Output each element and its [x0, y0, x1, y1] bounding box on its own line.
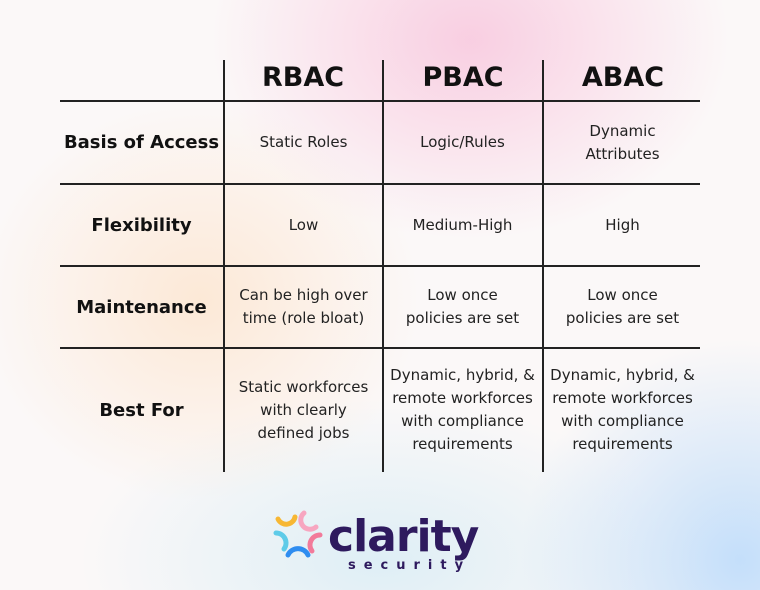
row-label: Maintenance [76, 296, 207, 318]
column-header-rbac: RBAC [261, 62, 345, 93]
svg-text:security: security [348, 558, 471, 573]
table-cell: Dynamic Attributes [585, 121, 660, 163]
table-cell: Logic/Rules [420, 133, 505, 151]
table-cell: Low once policies are set [565, 286, 680, 327]
column-header-pbac: PBAC [422, 62, 504, 93]
column-header-abac: ABAC [581, 62, 665, 93]
row-label: Basis of Access [63, 132, 220, 153]
row-label: Flexibility [91, 214, 192, 236]
table-cell: Static workforces with clearly defined j… [238, 377, 369, 442]
table-cell: Dynamic, hybrid, & remote workforces wit… [550, 366, 695, 453]
svg-text:clarity: clarity [328, 511, 479, 562]
divider [60, 100, 700, 102]
table-cell: Medium-High [412, 215, 513, 234]
table-cell: Can be high over time (role bloat) [239, 286, 368, 327]
table-cell: High [605, 215, 640, 234]
table-cell: Dynamic, hybrid, & remote workforces wit… [390, 366, 535, 453]
table-cell: Low once policies are set [405, 286, 520, 327]
row-label: Best For [99, 399, 184, 421]
clarity-security-logo: clarity security [273, 510, 480, 573]
divider [60, 265, 700, 267]
table-cell: Low [288, 215, 319, 234]
divider [60, 347, 700, 349]
table-cell: Static Roles [259, 133, 348, 151]
divider [60, 183, 700, 185]
